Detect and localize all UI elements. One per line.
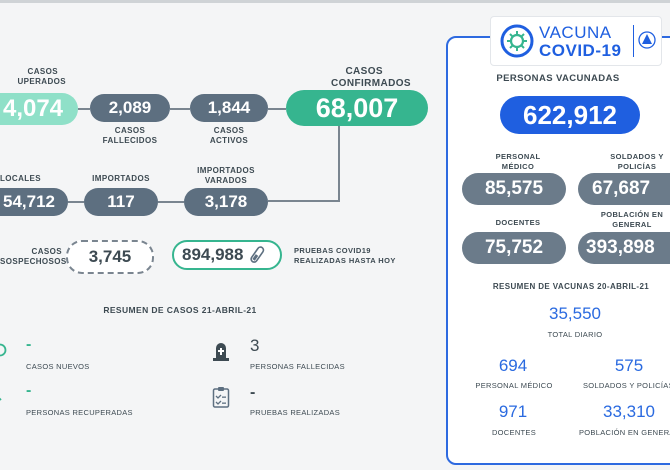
pruebas-realizadas-label: PRUEBAS REALIZADAS [250, 408, 341, 417]
daily-personal-medico-label: PERSONAL MÉDICO [475, 381, 553, 390]
personal-medico-value: 85,575 [462, 173, 566, 205]
poblacion-general-label: POBLACIÓN EN GENERAL [600, 210, 664, 229]
personas-fallecidas-value: 3 [250, 336, 260, 355]
virus-shield-icon [500, 24, 534, 58]
personas-recuperadas-label: PERSONAS RECUPERADAS [26, 408, 133, 417]
tombstone-icon [213, 343, 229, 361]
confirmados-label: CASOS CONFIRMADOS [331, 66, 411, 89]
docentes-value: 75,752 [462, 232, 566, 264]
importados-varados-label: IMPORTADOS VARADOS [197, 166, 255, 185]
daily-poblacion-value: 33,310 [603, 402, 655, 421]
virus-icon [0, 343, 7, 357]
confirmados-value: 68,007 [286, 90, 428, 126]
daily-docentes-label: DOCENTES [491, 428, 537, 437]
personal-medico-label: PERSONAL MÉDICO [495, 152, 541, 171]
daily-personal-medico-value: 694 [498, 356, 528, 375]
fallecidos-label: CASOS FALLECIDOS [102, 126, 158, 145]
sospechosos-value: 3,745 [66, 240, 154, 274]
soldados-policias-value: 67,687 [578, 173, 670, 205]
activos-value: 1,844 [190, 94, 268, 122]
locales-label: LOCALES [0, 174, 42, 183]
importados-label: IMPORTADOS [92, 174, 150, 183]
locales-value: 54,712 [0, 188, 68, 216]
importados-value: 117 [84, 188, 158, 216]
activos-label: CASOS ACTIVOS [209, 126, 249, 145]
clipboard-icon [212, 387, 230, 408]
soldados-policias-label: SOLDADOS Y POLICÍAS [610, 152, 664, 171]
personas-vacunadas-value: 622,912 [500, 96, 640, 134]
importados-varados-value: 3,178 [184, 188, 268, 216]
pruebas-realizadas-value: - [250, 384, 256, 401]
pruebas-label: PRUEBAS COVID19 REALIZADAS HASTA HOY [294, 246, 396, 265]
daily-docentes-value: 971 [498, 402, 528, 421]
fallecidos-value: 2,089 [90, 94, 170, 122]
vacuna-logo-line1: VACUNA [539, 23, 612, 42]
test-tube-icon [250, 246, 265, 263]
resumen-vacunas-title: RESUMEN DE VACUNAS 20-ABRIL-21 [492, 282, 650, 291]
personas-vacunadas-label: PERSONAS VACUNADAS [496, 73, 620, 84]
coat-of-arms-icon [638, 31, 656, 49]
pruebas-value: 894,988 [172, 240, 282, 270]
vacuna-logo: VACUNA COVID-19 [490, 16, 662, 66]
daily-poblacion-label: POBLACIÓN EN GENERAL [579, 428, 670, 437]
top-divider [0, 0, 670, 3]
resumen-casos-title: RESUMEN DE CASOS 21-ABRIL-21 [103, 305, 257, 315]
docentes-label: DOCENTES [495, 218, 541, 227]
poblacion-general-value: 393,898 [578, 232, 670, 264]
daily-soldados-label: SOLDADOS Y POLICÍAS [583, 381, 670, 390]
casos-nuevos-value: - [26, 336, 32, 353]
total-diario-label: TOTAL DIARIO [547, 330, 603, 339]
recuperados-label: CASOS UPERADOS [17, 67, 66, 86]
daily-soldados-value: 575 [614, 356, 644, 375]
sospechosos-label: CASOS SOSPECHOSOS [0, 247, 67, 266]
recuperados-value: 4,074 [0, 93, 78, 125]
vacuna-logo-line2: COVID-19 [539, 41, 622, 60]
personas-recuperadas-value: - [26, 382, 32, 399]
total-diario-value: 35,550 [549, 304, 601, 323]
heart-icon [0, 397, 2, 401]
personas-fallecidas-label: PERSONAS FALLECIDAS [250, 362, 345, 371]
casos-nuevos-label: CASOS NUEVOS [26, 362, 90, 371]
